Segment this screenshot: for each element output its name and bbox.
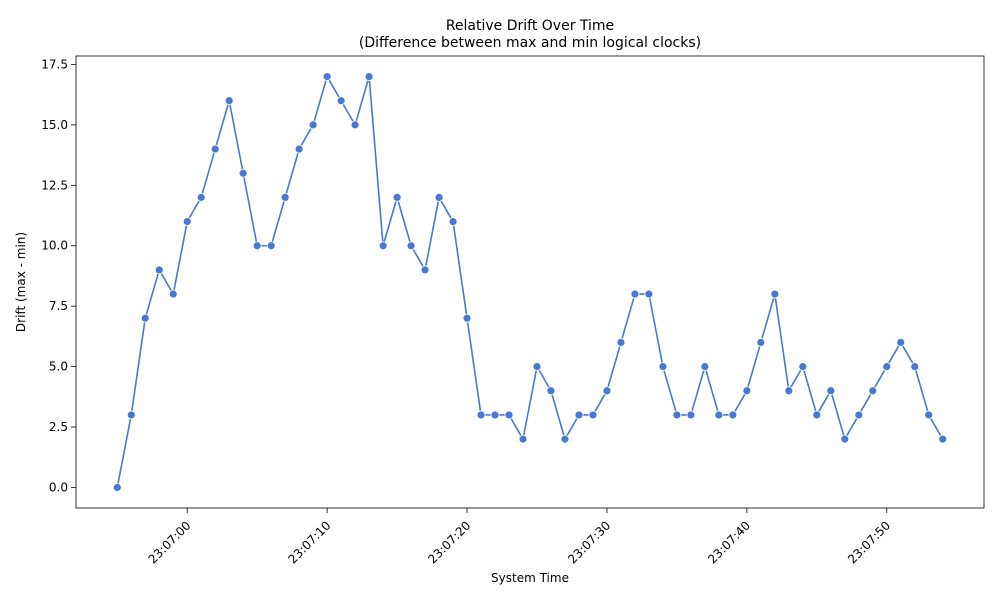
data-point [392, 193, 402, 202]
data-point [784, 386, 794, 396]
x-tick-label: 23:07:50 [845, 518, 893, 566]
data-point [154, 265, 164, 275]
data-point [406, 241, 416, 251]
y-tick-label: 0.0 [49, 480, 68, 494]
data-point [448, 217, 458, 226]
data-point [854, 410, 864, 420]
data-point [210, 144, 220, 154]
data-point [728, 410, 738, 420]
data-point [742, 386, 752, 396]
data-point [546, 386, 556, 396]
data-point [518, 434, 528, 444]
data-point [350, 120, 360, 130]
data-point [714, 410, 724, 420]
data-point [672, 410, 682, 420]
data-point [294, 144, 304, 154]
data-point [140, 313, 150, 323]
data-point [182, 217, 192, 226]
drift-series-line [116, 75, 944, 488]
data-point [308, 120, 318, 130]
data-point [504, 410, 514, 420]
y-tick-label: 15.0 [41, 118, 68, 132]
data-point [938, 434, 948, 444]
y-tick-label: 17.5 [41, 57, 68, 71]
data-point [700, 362, 710, 371]
data-point [896, 338, 906, 347]
y-tick-label: 7.5 [49, 299, 68, 313]
series [112, 72, 948, 492]
data-point [168, 289, 178, 299]
data-point [840, 434, 850, 444]
plot-frame [75, 55, 985, 509]
data-point [602, 386, 612, 396]
x-tick-label: 23:07:20 [425, 518, 473, 566]
x-tick-label: 23:07:10 [285, 518, 333, 566]
data-point [224, 96, 234, 106]
y-tick-label: 12.5 [41, 178, 68, 192]
data-point [336, 96, 346, 106]
data-point [322, 72, 332, 81]
data-point [630, 289, 640, 299]
data-point [238, 168, 248, 178]
data-point [434, 193, 444, 202]
x-axis-label: System Time [491, 571, 569, 585]
data-point [686, 410, 696, 420]
data-point [126, 410, 136, 420]
chart-subtitle: (Difference between max and min logical … [359, 35, 701, 51]
data-point [196, 193, 206, 202]
x-tick-label: 23:07:40 [705, 518, 753, 566]
data-point [560, 434, 570, 444]
ticks: 0.0 2.5 5.0 7.5 10.0 12.5 15.0 17.5 23:07:00 23:0… [41, 57, 893, 566]
data-point [882, 362, 892, 371]
data-point [266, 241, 276, 251]
data-point [616, 338, 626, 347]
y-tick-label: 10.0 [41, 239, 68, 253]
data-point [280, 193, 290, 202]
data-point [532, 362, 542, 371]
data-point [812, 410, 822, 420]
data-point [924, 410, 934, 420]
chart-title: Relative Drift Over Time [446, 18, 614, 34]
data-point [490, 410, 500, 420]
data-point [574, 410, 584, 420]
data-point [364, 72, 374, 81]
data-point [476, 410, 486, 420]
y-axis-label: Drift (max - min) [14, 232, 28, 332]
data-point [462, 313, 472, 323]
data-point [658, 362, 668, 371]
data-point [770, 289, 780, 299]
data-point [378, 241, 388, 251]
data-point [252, 241, 262, 251]
data-point [756, 338, 766, 347]
data-point [420, 265, 430, 275]
data-point [798, 362, 808, 371]
data-point [826, 386, 836, 396]
data-point [112, 483, 122, 492]
data-point [644, 289, 654, 299]
x-tick-label: 23:07:30 [565, 518, 613, 566]
data-point [588, 410, 598, 420]
y-tick-label: 5.0 [49, 360, 68, 374]
data-point [868, 386, 878, 396]
axes [75, 55, 985, 509]
data-point [910, 362, 920, 371]
y-tick-label: 2.5 [49, 420, 68, 434]
x-tick-label: 23:07:00 [146, 518, 194, 566]
